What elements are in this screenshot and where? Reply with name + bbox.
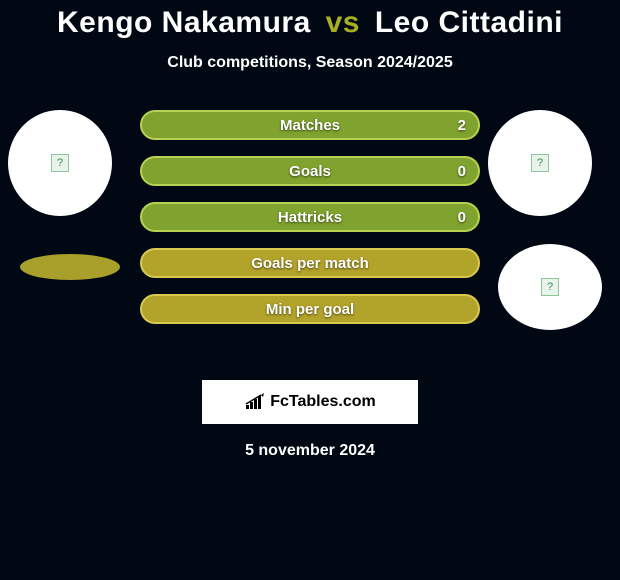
stat-bars: Matches 2 Goals 0 Hattricks 0 Goals per … [140,110,480,340]
stat-label: Min per goal [266,301,354,318]
image-placeholder-icon: ? [541,278,559,296]
stat-label: Matches [280,117,340,134]
player1-name: Kengo Nakamura [57,6,311,39]
stat-label: Goals per match [251,255,369,272]
image-placeholder-icon: ? [51,154,69,172]
player2-photo-circle: ? [488,110,592,216]
stat-bar-matches: Matches 2 [140,110,480,140]
player2-club-circle: ? [498,244,602,330]
stat-bar-min-per-goal: Min per goal [140,294,480,324]
stat-bar-hattricks: Hattricks 0 [140,202,480,232]
logo-box: FcTables.com [202,380,418,424]
stat-label: Hattricks [278,209,342,226]
player1-club-ellipse [20,254,120,280]
stat-bar-goals: Goals 0 [140,156,480,186]
chart-icon [244,393,266,411]
vs-label: vs [326,6,360,39]
date-label: 5 november 2024 [0,442,620,460]
stat-value: 2 [458,117,466,134]
logo-text: FcTables.com [270,393,376,411]
player1-photo-circle: ? [8,110,112,216]
player2-name: Leo Cittadini [375,6,563,39]
stat-bar-goals-per-match: Goals per match [140,248,480,278]
content-area: ? ? ? Matches 2 Goals 0 Hattricks 0 Goal… [0,110,620,370]
subtitle: Club competitions, Season 2024/2025 [0,54,620,72]
image-placeholder-icon: ? [531,154,549,172]
stat-label: Goals [289,163,331,180]
stat-value: 0 [458,163,466,180]
comparison-title: Kengo Nakamura vs Leo Cittadini [0,0,620,40]
stat-value: 0 [458,209,466,226]
